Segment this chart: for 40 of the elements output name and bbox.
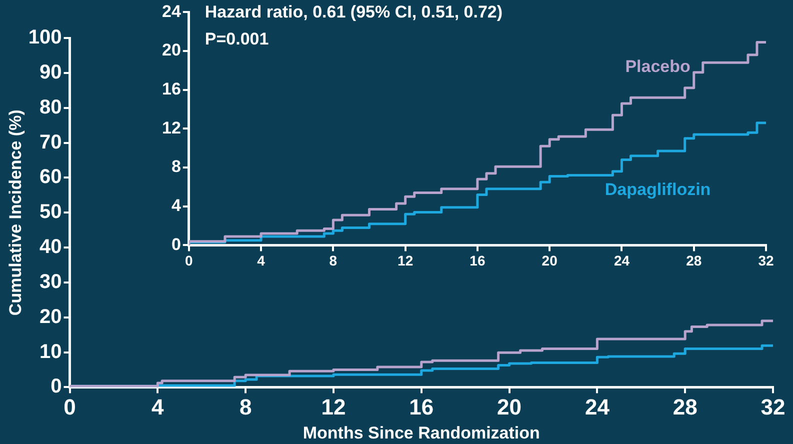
y-tick-label: 70: [40, 131, 62, 154]
x-tick-label: 8: [239, 394, 252, 420]
y-tick-label: 30: [40, 270, 62, 293]
x-tick-label: 16: [470, 252, 486, 268]
x-tick-label: 16: [409, 394, 434, 420]
y-axis-title: Cumulative Incidence (%): [6, 110, 25, 316]
x-tick-label: 20: [497, 394, 522, 420]
x-tick-label: 28: [686, 252, 702, 268]
x-tick-label: 28: [672, 394, 698, 420]
x-tick-label: 24: [584, 394, 610, 420]
x-tick-label: 8: [329, 252, 338, 268]
y-tick-label: 20: [40, 306, 62, 328]
y-tick-label: 60: [40, 166, 62, 188]
x-tick-label: 4: [257, 252, 266, 268]
y-tick-label: 16: [162, 80, 181, 99]
y-tick-label: 80: [40, 96, 62, 118]
y-tick-label: 24: [162, 2, 182, 21]
annotation: P=0.001: [204, 29, 269, 48]
x-axis-title: Months Since Randomization: [302, 423, 540, 442]
x-tick-label: 32: [758, 252, 774, 268]
y-tick-label: 0: [171, 234, 181, 254]
x-tick-label: 32: [760, 394, 786, 420]
y-tick-label: 40: [40, 236, 62, 258]
y-tick-label: 8: [171, 157, 181, 176]
x-tick-label: 20: [542, 252, 558, 268]
y-tick-label: 20: [162, 40, 181, 60]
annotation: Hazard ratio, 0.61 (95% CI, 0.51, 0.72): [204, 2, 503, 22]
x-tick-label: 12: [398, 252, 414, 268]
y-tick-label: 100: [28, 26, 62, 49]
y-tick-label: 90: [40, 61, 62, 84]
series-label: Dapagliflozin: [604, 180, 711, 200]
x-tick-label: 0: [185, 252, 194, 268]
y-tick-label: 12: [162, 118, 181, 138]
y-tick-label: 4: [171, 196, 182, 216]
y-tick-label: 50: [40, 201, 62, 224]
y-tick-label: 0: [50, 376, 62, 398]
x-tick-label: 24: [614, 252, 630, 268]
x-tick-label: 12: [321, 394, 346, 420]
y-tick-label: 10: [40, 340, 62, 363]
series-label: Placebo: [625, 56, 690, 76]
